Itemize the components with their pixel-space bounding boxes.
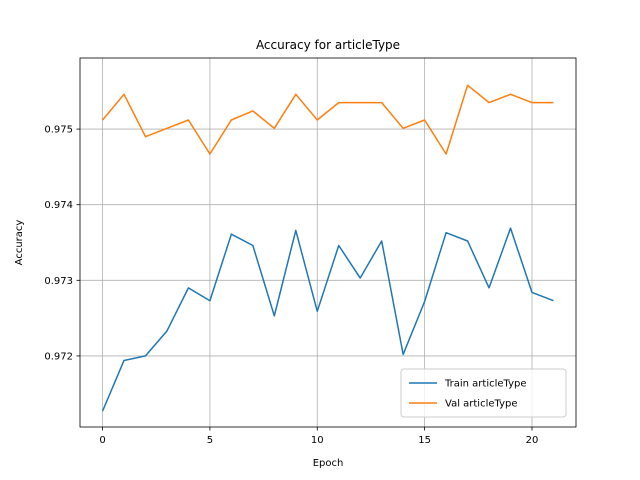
- x-tick-label: 5: [207, 435, 213, 446]
- plot-frame: [79, 57, 577, 428]
- legend-label: Val articleType: [445, 399, 518, 410]
- legend-box: [400, 368, 567, 418]
- axis-ticks: 0 5 10 15 20 0.972 0.973 0.974 0.975: [44, 125, 538, 446]
- x-tick-label: 0: [99, 435, 105, 446]
- plot-background: [80, 58, 576, 427]
- x-tick-label: 20: [526, 435, 539, 446]
- chart-title: Accuracy for articleType: [256, 38, 400, 52]
- y-axis-label: Accuracy: [14, 220, 25, 266]
- y-tick-label: 0.974: [44, 200, 73, 211]
- x-axis-label: Epoch: [313, 458, 344, 469]
- series-line-train: [101, 227, 554, 412]
- y-tick-label: 0.975: [44, 125, 73, 136]
- y-tick-label: 0.972: [44, 351, 73, 362]
- y-tick-label: 0.973: [44, 276, 73, 287]
- x-tick-label: 15: [418, 435, 431, 446]
- legend-label: Train articleType: [444, 379, 527, 390]
- legend: Train articleType Val articleType: [400, 368, 567, 418]
- x-tick-label: 10: [311, 435, 324, 446]
- series-lines: [101, 84, 554, 412]
- series-line-val: [101, 84, 554, 155]
